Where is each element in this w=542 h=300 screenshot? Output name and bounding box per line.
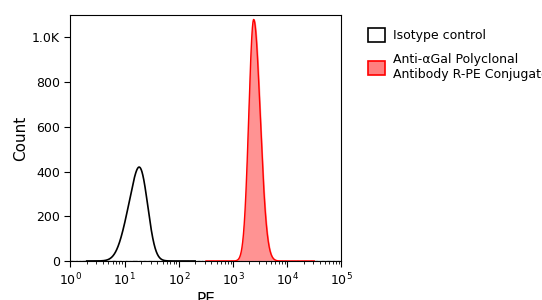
Legend: Isotype control, Anti-αGal Polyclonal
Antibody R-PE Conjugate: Isotype control, Anti-αGal Polyclonal An… — [362, 21, 542, 87]
Y-axis label: Count: Count — [13, 116, 28, 160]
X-axis label: PE: PE — [197, 292, 215, 300]
